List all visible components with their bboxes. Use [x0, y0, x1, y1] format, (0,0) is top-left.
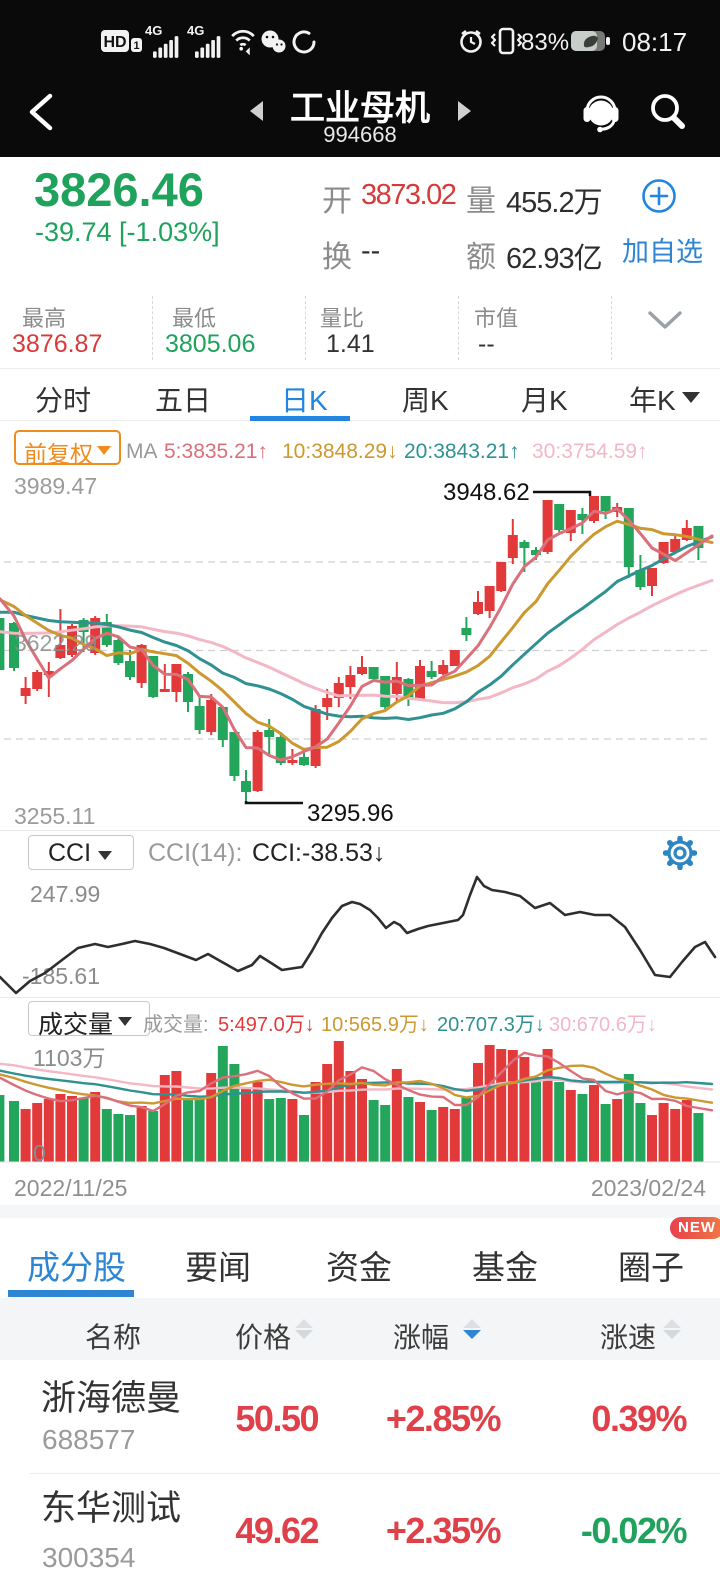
svg-text:0: 0 — [33, 1140, 46, 1166]
svg-text:3622.29: 3622.29 — [14, 630, 97, 656]
svg-text:1103万: 1103万 — [33, 1045, 105, 1071]
svg-text:1: 1 — [133, 40, 139, 52]
svg-text:3295.96: 3295.96 — [307, 800, 394, 827]
svg-text:4G: 4G — [187, 23, 204, 38]
svg-text:3948.62: 3948.62 — [443, 479, 530, 506]
svg-text:2023/02/24: 2023/02/24 — [591, 1175, 706, 1201]
svg-text:HD: HD — [103, 34, 126, 51]
svg-text:4G: 4G — [145, 23, 162, 38]
svg-text:2022/11/25: 2022/11/25 — [14, 1175, 127, 1201]
svg-text:3255.11: 3255.11 — [14, 803, 95, 829]
svg-text:3989.47: 3989.47 — [14, 473, 97, 499]
